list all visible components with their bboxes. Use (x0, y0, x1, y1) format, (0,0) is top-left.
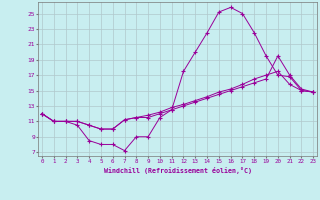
X-axis label: Windchill (Refroidissement éolien,°C): Windchill (Refroidissement éolien,°C) (104, 167, 252, 174)
